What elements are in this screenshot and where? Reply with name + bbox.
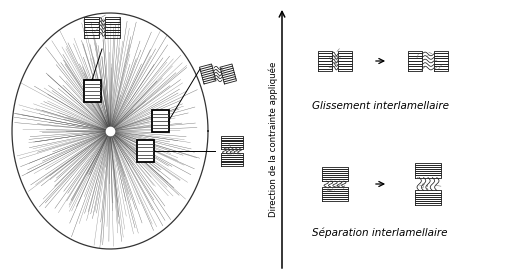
Bar [83,80,101,102]
Bar [136,140,153,162]
Text: Direction de la contrainte appliquée: Direction de la contrainte appliquée [268,61,278,217]
Text: Glissement interlamellaire: Glissement interlamellaire [311,101,448,111]
Bar [151,110,169,132]
Text: Séparation interlamellaire: Séparation interlamellaire [313,228,448,238]
